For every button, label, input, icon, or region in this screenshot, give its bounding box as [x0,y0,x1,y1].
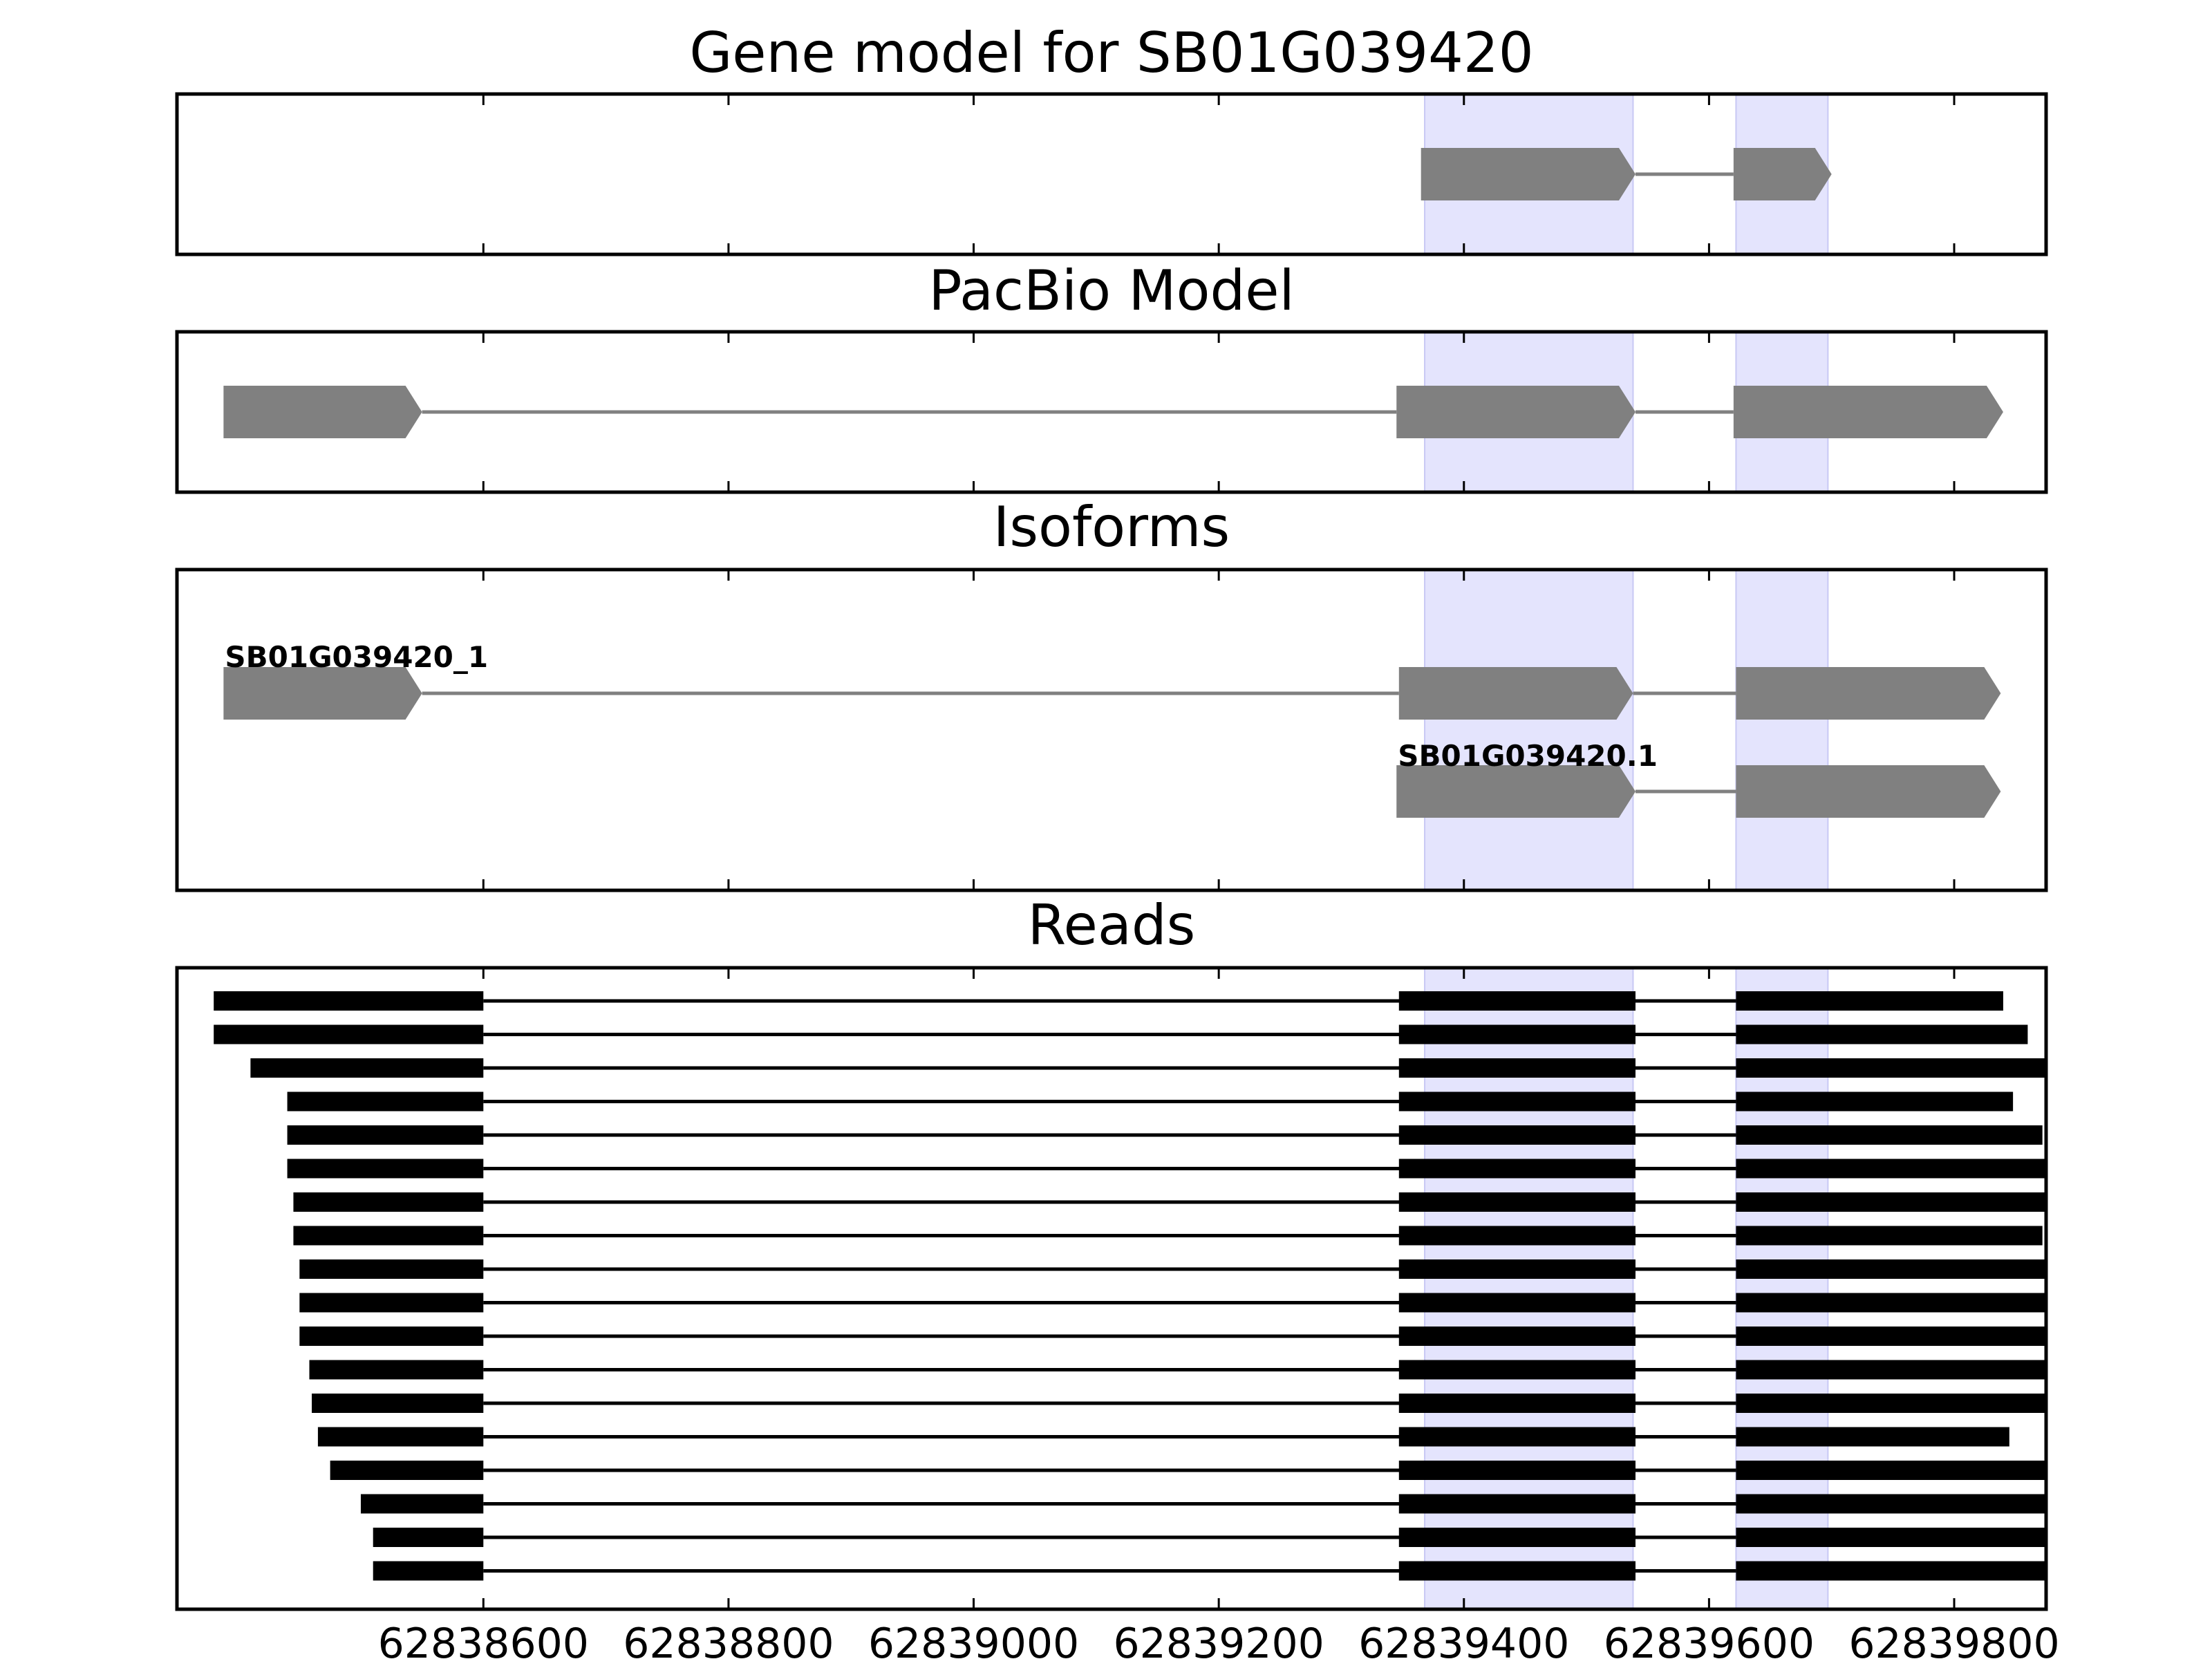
gene-model-track-layer [1421,148,1832,200]
read-aligned-block [1736,1360,2046,1380]
read-aligned-block [1398,1024,1636,1044]
read-aligned-block [293,1226,484,1246]
isoform-label: SB01G039420_1 [225,640,488,674]
pacbio-model-panel: PacBio Model [175,259,2048,494]
read-aligned-block [1736,1394,2046,1413]
gene-model-frame [175,92,2048,256]
read-aligned-block [1398,1327,1636,1346]
read-aligned-block [330,1461,484,1480]
isoforms-exon-arrow [1398,667,1633,720]
read-aligned-block [1398,1058,1636,1078]
read-aligned-block [1736,1259,2046,1279]
read-aligned-block [309,1360,484,1380]
read-aligned-block [299,1293,484,1313]
read-aligned-block [1398,1528,1636,1547]
reads-frame [175,966,2048,1611]
read-aligned-block [293,1192,484,1212]
x-axis-tick-labels: 62838600 62838800 62839000 62839200 62839400… [378,1620,2060,1659]
isoforms-tick-layer [482,570,1956,890]
gene-model-panel: Gene model for SB01G039420 [175,21,2048,256]
read-aligned-block [1398,1192,1636,1212]
read-aligned-block [287,1125,484,1145]
read-aligned-block [299,1327,484,1346]
reads-panel-title: Reads [1028,893,1196,957]
isoforms-axes-background [177,570,2046,890]
read-aligned-block [1736,1024,2028,1044]
x-tick-label: 62839800 [1848,1620,2059,1659]
read-aligned-block [317,1427,484,1447]
read-aligned-block [373,1528,484,1547]
isoforms-exon-arrow [1736,765,2001,818]
read-aligned-block [1736,1427,2009,1447]
read-aligned-block [1736,1561,2046,1581]
read-aligned-block [1398,1125,1636,1145]
isoforms-panel-title: Isoforms [993,495,1230,559]
read-aligned-block [1398,1394,1636,1413]
read-aligned-block [312,1394,484,1413]
read-aligned-block [287,1091,484,1112]
isoforms-highlight-layer [1424,569,1829,891]
pacbio-model-exon-arrow [1733,386,2003,438]
read-aligned-block [1398,1259,1636,1279]
read-aligned-block [1736,1091,2014,1112]
isoforms-frame [175,568,2048,892]
read-aligned-block [1398,1226,1636,1246]
read-aligned-block [1398,1494,1636,1514]
pacbio-model-track-layer [223,386,2003,438]
read-aligned-block [1736,1293,2046,1313]
read-aligned-block [1736,1327,2046,1346]
read-aligned-block [250,1058,484,1078]
read-aligned-block [1398,1159,1636,1179]
isoforms-exon-arrow [1736,667,2001,720]
read-aligned-block [360,1494,484,1514]
read-aligned-block [299,1259,484,1279]
x-tick-label: 62839000 [868,1620,1079,1659]
gene-model-tick-layer [482,94,1956,254]
isoforms-highlight-region-1 [1424,569,1634,891]
gene-model-exon-arrow [1421,148,1636,200]
read-aligned-block [1736,1226,2043,1246]
read-aligned-block [373,1561,484,1581]
read-aligned-block [1736,1192,2046,1212]
read-aligned-block [1398,1293,1636,1313]
read-aligned-block [1736,1528,2046,1547]
pacbio-model-exon-arrow [1396,386,1636,438]
isoforms-highlight-region-2 [1735,569,1829,891]
isoforms-panel: SB01G039420_1 SB01G039420.1 Isoforms [175,495,2048,892]
read-aligned-block [1398,1091,1636,1112]
read-aligned-block [214,991,484,1011]
read-aligned-block [1398,1427,1636,1447]
x-tick-label: 62839400 [1358,1620,1569,1659]
read-aligned-block [1398,1461,1636,1480]
pacbio-model-exon-arrow [223,386,422,438]
gene-model-panel-title: Gene model for SB01G039420 [689,21,1533,85]
x-tick-label: 62838800 [623,1620,834,1659]
isoforms-track-layer: SB01G039420_1 SB01G039420.1 [223,640,2001,818]
read-aligned-block [1736,1494,2046,1514]
reads-tick-layer [482,968,1956,1609]
read-aligned-block [1736,1125,2043,1145]
x-tick-label: 62838600 [378,1620,589,1659]
read-aligned-block [1736,1461,2046,1480]
read-aligned-block [1736,1159,2046,1179]
reads-track-layer [214,991,2046,1581]
x-tick-label: 62839200 [1113,1620,1324,1659]
x-tick-label: 62839600 [1604,1620,1815,1659]
read-aligned-block [1398,1360,1636,1380]
read-aligned-block [1398,991,1636,1011]
isoform-label: SB01G039420.1 [1398,739,1658,773]
read-aligned-block [287,1159,484,1179]
pacbio-model-tick-layer [482,332,1956,492]
read-aligned-block [1736,991,2003,1011]
isoforms-exon-arrow [223,667,422,720]
isoforms-exon-arrow [1396,765,1636,818]
pacbio-model-frame [175,330,2048,494]
pacbio-model-panel-title: PacBio Model [928,259,1294,323]
gene-model-exon-arrow [1733,148,1832,200]
reads-panel: Reads [175,893,2048,1611]
read-aligned-block [1736,1058,2046,1078]
read-aligned-block [214,1024,484,1044]
read-aligned-block [1398,1561,1636,1581]
